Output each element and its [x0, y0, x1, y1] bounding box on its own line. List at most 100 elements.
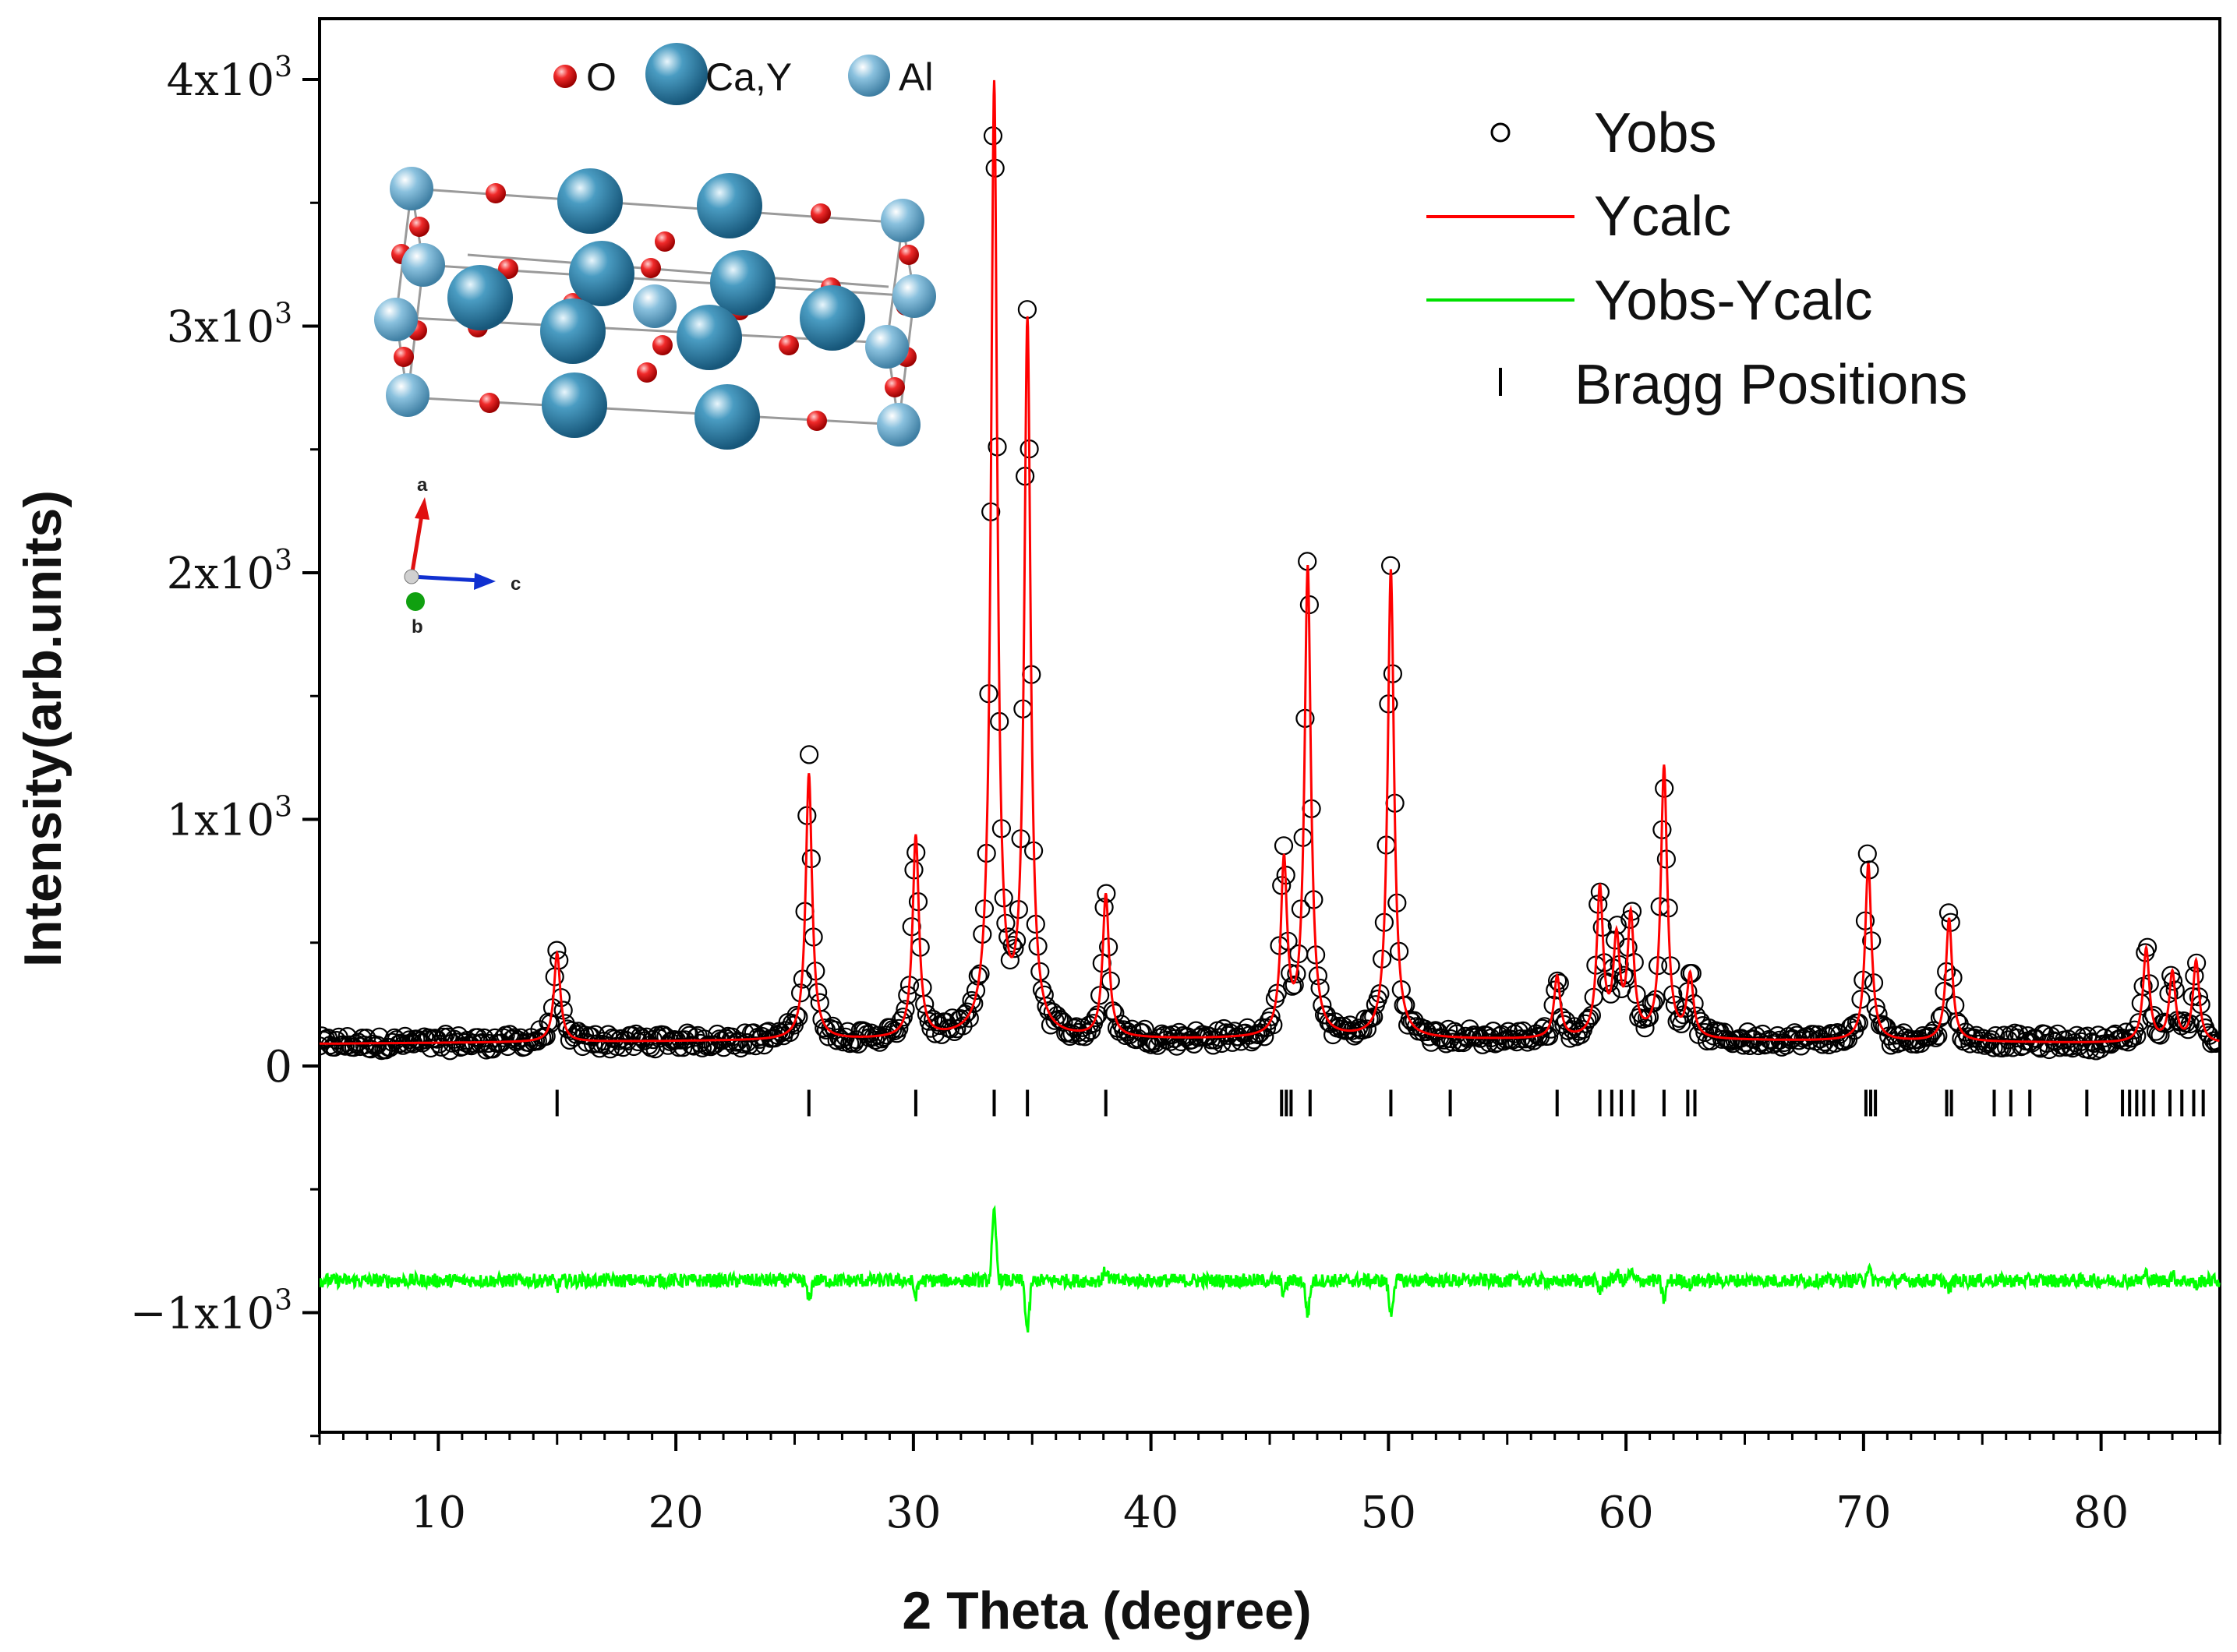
o-atom: [652, 335, 673, 355]
legend-diff-label: Yobs-Ycalc: [1594, 270, 1873, 332]
yobs-point: [1287, 964, 1306, 983]
yobs-point: [1872, 1015, 1892, 1034]
ycalc-line: [320, 79, 2220, 1045]
yobs-point: [2129, 1013, 2149, 1032]
legend-ycalc-label: Ycalc: [1594, 185, 1731, 248]
yobs-point: [1776, 1036, 1796, 1055]
yobs-point: [1274, 836, 1294, 856]
al-atom: [633, 284, 677, 328]
ca-y-atom: [569, 241, 634, 306]
y-tick-label: 0: [264, 1042, 292, 1093]
al-atom: [386, 373, 429, 417]
yobs-point: [893, 1008, 913, 1027]
yobs-point: [1330, 1016, 1349, 1036]
orientation-axes: a c b: [404, 475, 521, 637]
yobs-point: [885, 1021, 904, 1041]
y-tick-label: −1x103: [130, 1285, 292, 1340]
legend-yobs-marker: [1490, 122, 1511, 143]
yobs-point: [1105, 1004, 1125, 1023]
yobs-point: [1364, 1007, 1384, 1027]
crystal-structure-inset: O Ca,Y Al: [374, 43, 936, 637]
yobs-point: [536, 1026, 556, 1046]
yobs-point: [1449, 1032, 1469, 1053]
y-tick-exponent: 3: [274, 792, 292, 824]
y-tick-label: 4x103: [167, 51, 292, 106]
ca-y-atom: [800, 285, 865, 351]
yobs-point: [744, 1023, 763, 1043]
y-tick-exponent: 3: [274, 51, 292, 83]
y-tick-mantissa: 4x10: [167, 55, 274, 106]
axis-label-b: b: [412, 616, 423, 637]
yobs-point: [1986, 1025, 2006, 1046]
x-tick-label: 60: [1598, 1488, 1653, 1538]
al-atom: [374, 298, 418, 341]
yobs-point: [1988, 1036, 2008, 1055]
o-atom: [899, 245, 919, 265]
oxygen-atom-icon: [553, 65, 577, 88]
al-atom: [877, 403, 921, 447]
yobs-point: [1547, 971, 1567, 990]
ca-y-atom-icon: [645, 43, 708, 105]
y-tick-mantissa: −1x10: [130, 1289, 274, 1340]
difference-series: [320, 1205, 2221, 1333]
yobs-point: [673, 1038, 693, 1057]
x-tick-label: 10: [411, 1488, 466, 1538]
yobs-point: [1644, 993, 1663, 1013]
al-atom: [881, 199, 924, 242]
yobs-point: [1840, 1018, 1860, 1037]
yobs-point: [1857, 844, 1877, 863]
atom-legend-al: Al: [899, 55, 933, 99]
yobs-point: [1984, 1038, 2003, 1057]
yobs-ycalc-line: [320, 1205, 2221, 1333]
ca-y-atom: [677, 305, 742, 370]
y-tick-label: 3x103: [167, 298, 292, 353]
yobs-point: [767, 1025, 787, 1045]
yobs-point: [1443, 1032, 1462, 1052]
o-atom: [394, 347, 414, 367]
yobs-point: [1362, 1008, 1381, 1028]
yobs-point: [815, 1018, 834, 1038]
yobs-point: [891, 1011, 911, 1030]
y-tick-mantissa: 2x10: [167, 549, 274, 599]
o-atom: [486, 183, 506, 203]
o-atom: [655, 231, 675, 252]
x-tick-label: 80: [2073, 1488, 2129, 1538]
yobs-point: [1578, 1010, 1597, 1029]
y-axis-title: Intensity(arb.units): [13, 490, 72, 967]
al-atom: [390, 167, 433, 210]
al-atom: [401, 243, 445, 287]
yobs-point: [1687, 1006, 1706, 1025]
yobs-point: [1396, 995, 1415, 1015]
x-axis-title: 2 Theta (degree): [902, 1581, 1311, 1640]
yobs-point: [1868, 1004, 1888, 1024]
ca-y-atom: [697, 173, 762, 238]
yobs-point: [1259, 1011, 1278, 1031]
x-tick-label: 20: [648, 1488, 703, 1538]
ca-y-atom: [694, 384, 760, 450]
yobs-point: [1002, 935, 1022, 955]
x-tick-label: 40: [1123, 1488, 1179, 1538]
yobs-point: [1285, 975, 1304, 995]
yobs-point: [1969, 1034, 1988, 1054]
yobs-point: [1885, 1025, 1905, 1045]
yobs-point: [951, 1009, 970, 1029]
legend: Yobs Ycalc Yobs-Ycalc Bragg Positions: [1426, 102, 1967, 416]
yobs-point: [1924, 1021, 1943, 1040]
atom-legend-o: O: [586, 55, 617, 99]
yobs-point: [2202, 1033, 2221, 1054]
o-atom: [641, 258, 661, 278]
o-atom: [885, 377, 905, 397]
yobs-point: [1580, 1008, 1599, 1028]
y-tick-mantissa: 1x10: [167, 796, 274, 846]
ca-y-atom: [710, 250, 776, 316]
o-atom: [409, 217, 429, 237]
plot-frame: [318, 17, 2221, 1434]
ca-y-atom: [557, 168, 623, 234]
yobs-point: [1005, 939, 1024, 958]
x-axis: 10 20 30 40 50 60 70 80: [318, 1432, 2221, 1538]
legend-yobs-label: Yobs: [1594, 102, 1717, 164]
y-tick-exponent: 3: [274, 1285, 292, 1317]
o-atom: [807, 411, 827, 431]
